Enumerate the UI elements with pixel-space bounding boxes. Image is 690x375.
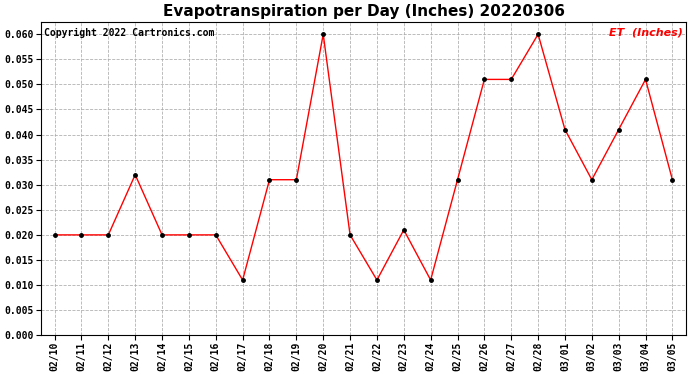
Text: ET  (Inches): ET (Inches) (609, 28, 682, 38)
Text: Copyright 2022 Cartronics.com: Copyright 2022 Cartronics.com (44, 28, 215, 38)
Title: Evapotranspiration per Day (Inches) 20220306: Evapotranspiration per Day (Inches) 2022… (163, 4, 564, 19)
